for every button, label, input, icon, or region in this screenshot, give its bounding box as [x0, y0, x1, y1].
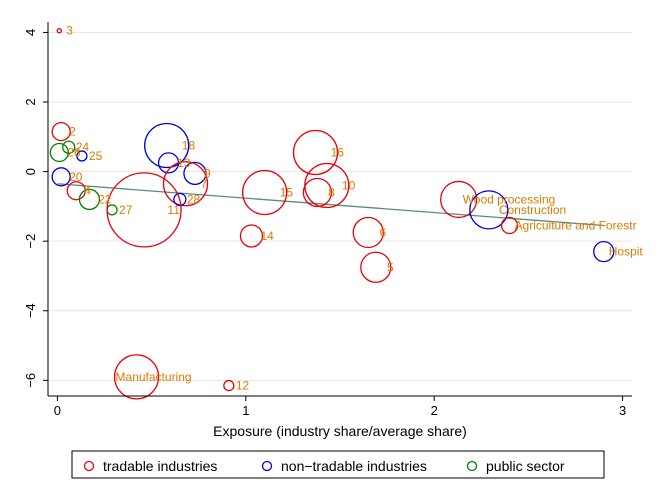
point-label: 13 [177, 156, 191, 170]
point-label: 14 [261, 229, 275, 243]
point-label: Hospit [609, 245, 644, 259]
legend-box [71, 450, 605, 479]
y-tick-label: 0 [23, 168, 38, 175]
point-label: 27 [119, 203, 133, 217]
point-label: 28 [187, 192, 201, 206]
x-axis-title: Exposure (industry share/average share) [213, 423, 467, 439]
legend-marker-nontradable [261, 460, 273, 472]
legend-marker-tradable [83, 460, 95, 472]
bubble-tradable [239, 224, 264, 248]
bubble-nontradable [173, 192, 187, 207]
point-label: 2 [69, 125, 76, 139]
y-tick-label: 4 [23, 29, 38, 36]
legend-label-public: public sector [486, 458, 565, 474]
y-tick-label: 2 [23, 98, 38, 105]
point-label: Construction [499, 203, 566, 217]
point-label: 15 [280, 185, 294, 199]
x-tick-label: 0 [54, 403, 61, 418]
x-tick-label: 2 [431, 403, 438, 418]
grid-lines [48, 31, 632, 381]
point-label: Agriculture and Forestr [515, 219, 637, 233]
legend-marker-public [466, 460, 478, 472]
bubble-tradable [360, 251, 392, 283]
bubble-tradable [51, 121, 71, 142]
point-label: Manufacturing [116, 370, 192, 384]
bubble-tradable [500, 216, 519, 235]
bubble-nontradable [183, 161, 207, 185]
point-label: 24 [76, 140, 90, 154]
bubble-tradable [302, 177, 333, 208]
x-tick-label: 1 [242, 403, 249, 418]
y-tick-label: −6 [23, 373, 38, 388]
bubble-nontradable [469, 190, 509, 230]
point-label: Wood processing [463, 192, 555, 206]
point-label: 4 [84, 184, 91, 198]
bubble-tradable [113, 354, 160, 400]
bubble-tradable [241, 169, 288, 216]
bubble-tradable [162, 161, 209, 207]
bubble-tradable [292, 129, 339, 176]
bubble-nontradable [144, 122, 190, 169]
bubble-nontradable [76, 150, 88, 162]
bubble-nontradable [51, 167, 71, 187]
point-label: 22 [98, 192, 112, 206]
bubble-public [78, 188, 101, 211]
legend-label-tradable: tradable industries [103, 458, 217, 474]
point-label: 8 [328, 185, 335, 199]
bubble-tradable [56, 28, 62, 34]
point-label: 6 [380, 225, 387, 239]
axes [47, 22, 632, 397]
point-label: 25 [89, 149, 103, 163]
bubble-tradable [223, 379, 235, 392]
point-label: 16 [331, 145, 345, 159]
point-label: 11 [167, 203, 180, 217]
point-label: 26 [67, 145, 81, 159]
point-label: 9 [204, 166, 211, 180]
x-tick-label: 3 [619, 403, 626, 418]
bubble-tradable [440, 180, 478, 219]
bubble-nontradable [593, 240, 615, 263]
point-label: 5 [387, 260, 394, 274]
point-label: 18 [182, 139, 196, 153]
point-label: 20 [69, 170, 83, 184]
point-label: 10 [342, 179, 356, 193]
point-label: 12 [236, 379, 250, 393]
y-tick-label: −4 [23, 303, 38, 318]
point-label: 3 [66, 24, 73, 38]
legend-label-nontradable: non−tradable industries [281, 458, 427, 474]
point-label: 7 [201, 177, 208, 191]
bubble-tradable [352, 216, 384, 249]
bubble-public [49, 142, 69, 163]
bubble-tradable [106, 172, 182, 248]
points-layer [49, 28, 615, 400]
y-tick-label: −2 [23, 234, 38, 249]
legend: tradable industries non−tradable industr… [71, 450, 605, 479]
